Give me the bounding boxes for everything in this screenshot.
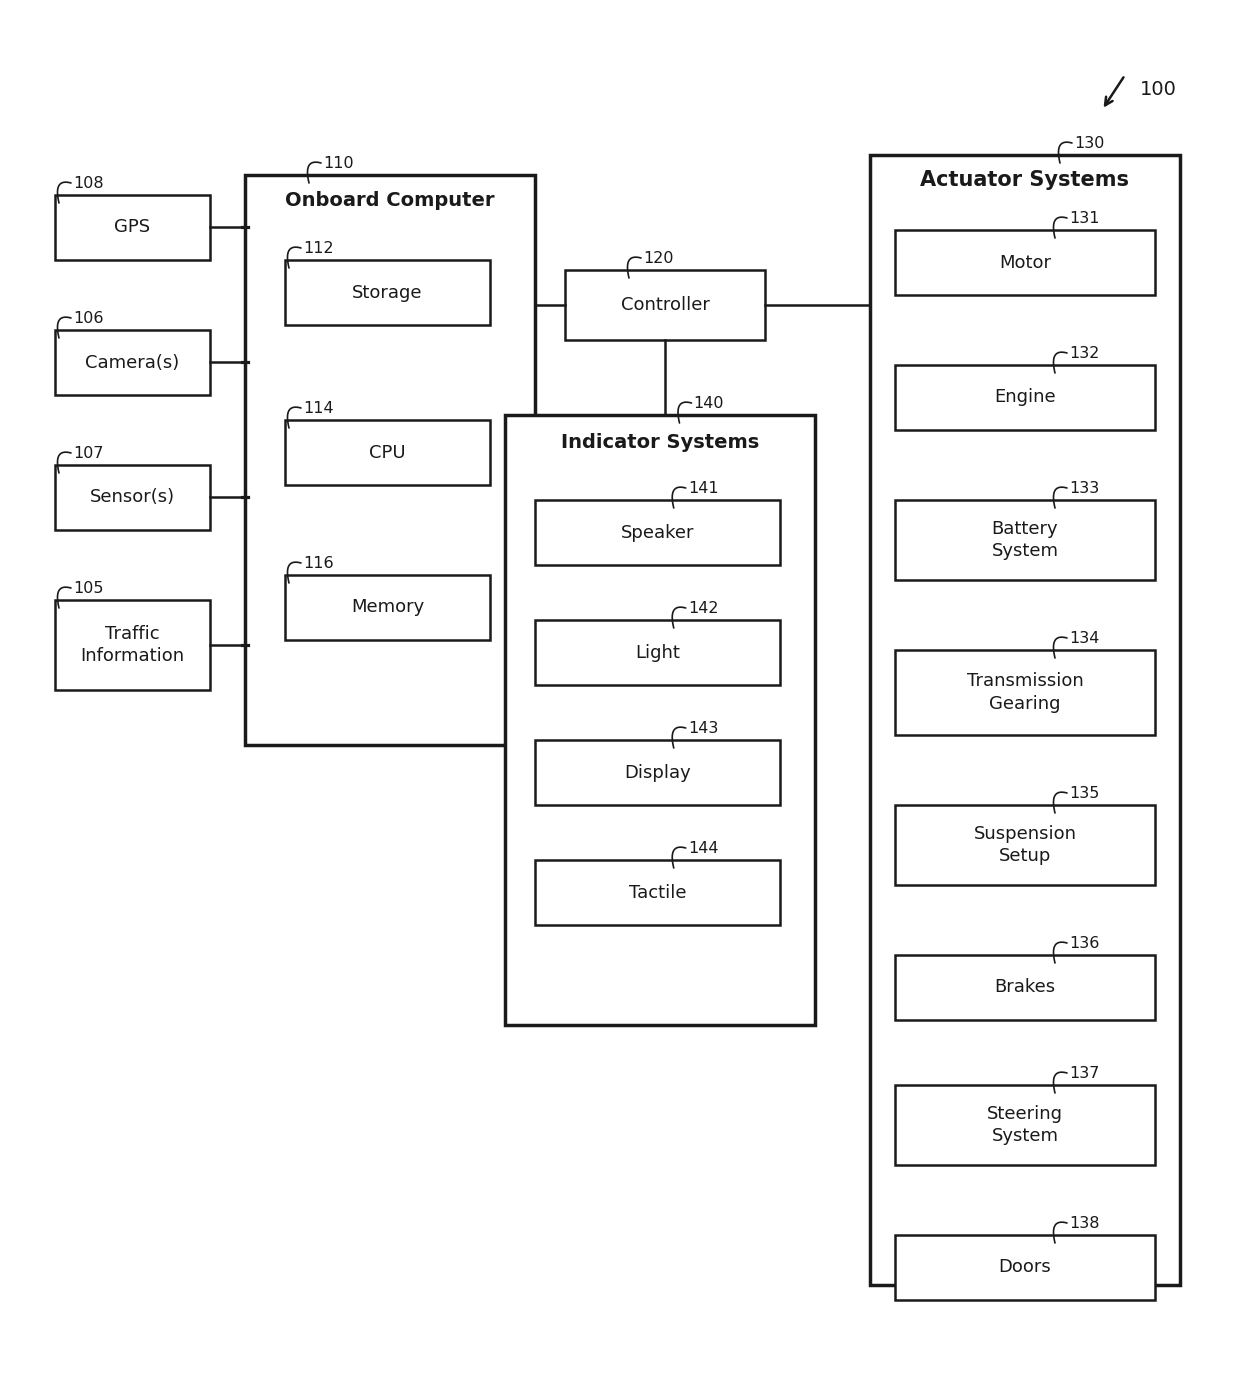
Bar xyxy=(246,175,534,745)
Text: Brakes: Brakes xyxy=(994,978,1055,996)
Text: Indicator Systems: Indicator Systems xyxy=(560,433,759,453)
Bar xyxy=(55,599,210,690)
Bar xyxy=(285,576,490,640)
Text: GPS: GPS xyxy=(114,218,150,236)
Bar xyxy=(895,1085,1154,1165)
Text: Transmission
Gearing: Transmission Gearing xyxy=(967,672,1084,712)
Text: CPU: CPU xyxy=(370,443,405,461)
Bar xyxy=(565,270,765,339)
Bar xyxy=(285,260,490,326)
Bar xyxy=(55,196,210,260)
Text: Controller: Controller xyxy=(620,296,709,314)
Text: 144: 144 xyxy=(688,841,718,856)
Bar xyxy=(895,956,1154,1020)
Text: Sensor(s): Sensor(s) xyxy=(91,489,175,507)
Text: 134: 134 xyxy=(1069,631,1100,645)
Text: 140: 140 xyxy=(693,395,724,411)
Bar xyxy=(55,330,210,395)
Text: Camera(s): Camera(s) xyxy=(86,353,180,372)
Text: Onboard Computer: Onboard Computer xyxy=(285,190,495,210)
Text: 114: 114 xyxy=(303,401,334,416)
Text: 105: 105 xyxy=(73,581,103,597)
Text: 135: 135 xyxy=(1069,787,1100,800)
Text: Doors: Doors xyxy=(998,1259,1052,1277)
Bar xyxy=(534,620,780,685)
Bar xyxy=(895,365,1154,430)
Text: 141: 141 xyxy=(688,481,718,496)
Bar xyxy=(895,650,1154,735)
Text: 116: 116 xyxy=(303,556,334,571)
Text: 131: 131 xyxy=(1069,211,1100,226)
Bar xyxy=(895,231,1154,295)
Text: 108: 108 xyxy=(73,176,104,191)
Bar xyxy=(895,500,1154,580)
Text: Actuator Systems: Actuator Systems xyxy=(920,170,1130,190)
Bar xyxy=(505,415,815,1025)
Text: Motor: Motor xyxy=(999,253,1052,271)
Text: 120: 120 xyxy=(644,251,673,265)
Text: Suspension
Setup: Suspension Setup xyxy=(973,824,1076,865)
Text: 138: 138 xyxy=(1069,1215,1100,1231)
Text: Battery
System: Battery System xyxy=(992,520,1059,560)
Bar xyxy=(534,740,780,805)
Text: Speaker: Speaker xyxy=(621,524,694,542)
Bar xyxy=(870,155,1180,1285)
Text: Memory: Memory xyxy=(351,598,424,616)
Text: Steering
System: Steering System xyxy=(987,1105,1063,1146)
Text: Engine: Engine xyxy=(994,388,1055,407)
Text: Storage: Storage xyxy=(352,284,423,302)
Text: 132: 132 xyxy=(1069,346,1100,360)
Bar xyxy=(895,805,1154,886)
Bar xyxy=(534,861,780,925)
Bar xyxy=(895,1235,1154,1301)
Text: 107: 107 xyxy=(73,446,103,461)
Text: Traffic
Information: Traffic Information xyxy=(81,624,185,665)
Text: 136: 136 xyxy=(1069,936,1100,951)
Text: 106: 106 xyxy=(73,312,103,326)
Bar xyxy=(285,420,490,485)
Text: 100: 100 xyxy=(1140,80,1177,99)
Text: Display: Display xyxy=(624,764,691,781)
Bar xyxy=(55,465,210,529)
Text: 110: 110 xyxy=(322,156,353,170)
Text: 137: 137 xyxy=(1069,1066,1100,1081)
Bar xyxy=(534,500,780,564)
Text: Light: Light xyxy=(635,644,680,662)
Text: Tactile: Tactile xyxy=(629,883,686,901)
Text: 142: 142 xyxy=(688,601,718,616)
Text: 133: 133 xyxy=(1069,481,1099,496)
Text: 130: 130 xyxy=(1074,136,1105,151)
Text: 112: 112 xyxy=(303,242,334,256)
Text: 143: 143 xyxy=(688,721,718,736)
